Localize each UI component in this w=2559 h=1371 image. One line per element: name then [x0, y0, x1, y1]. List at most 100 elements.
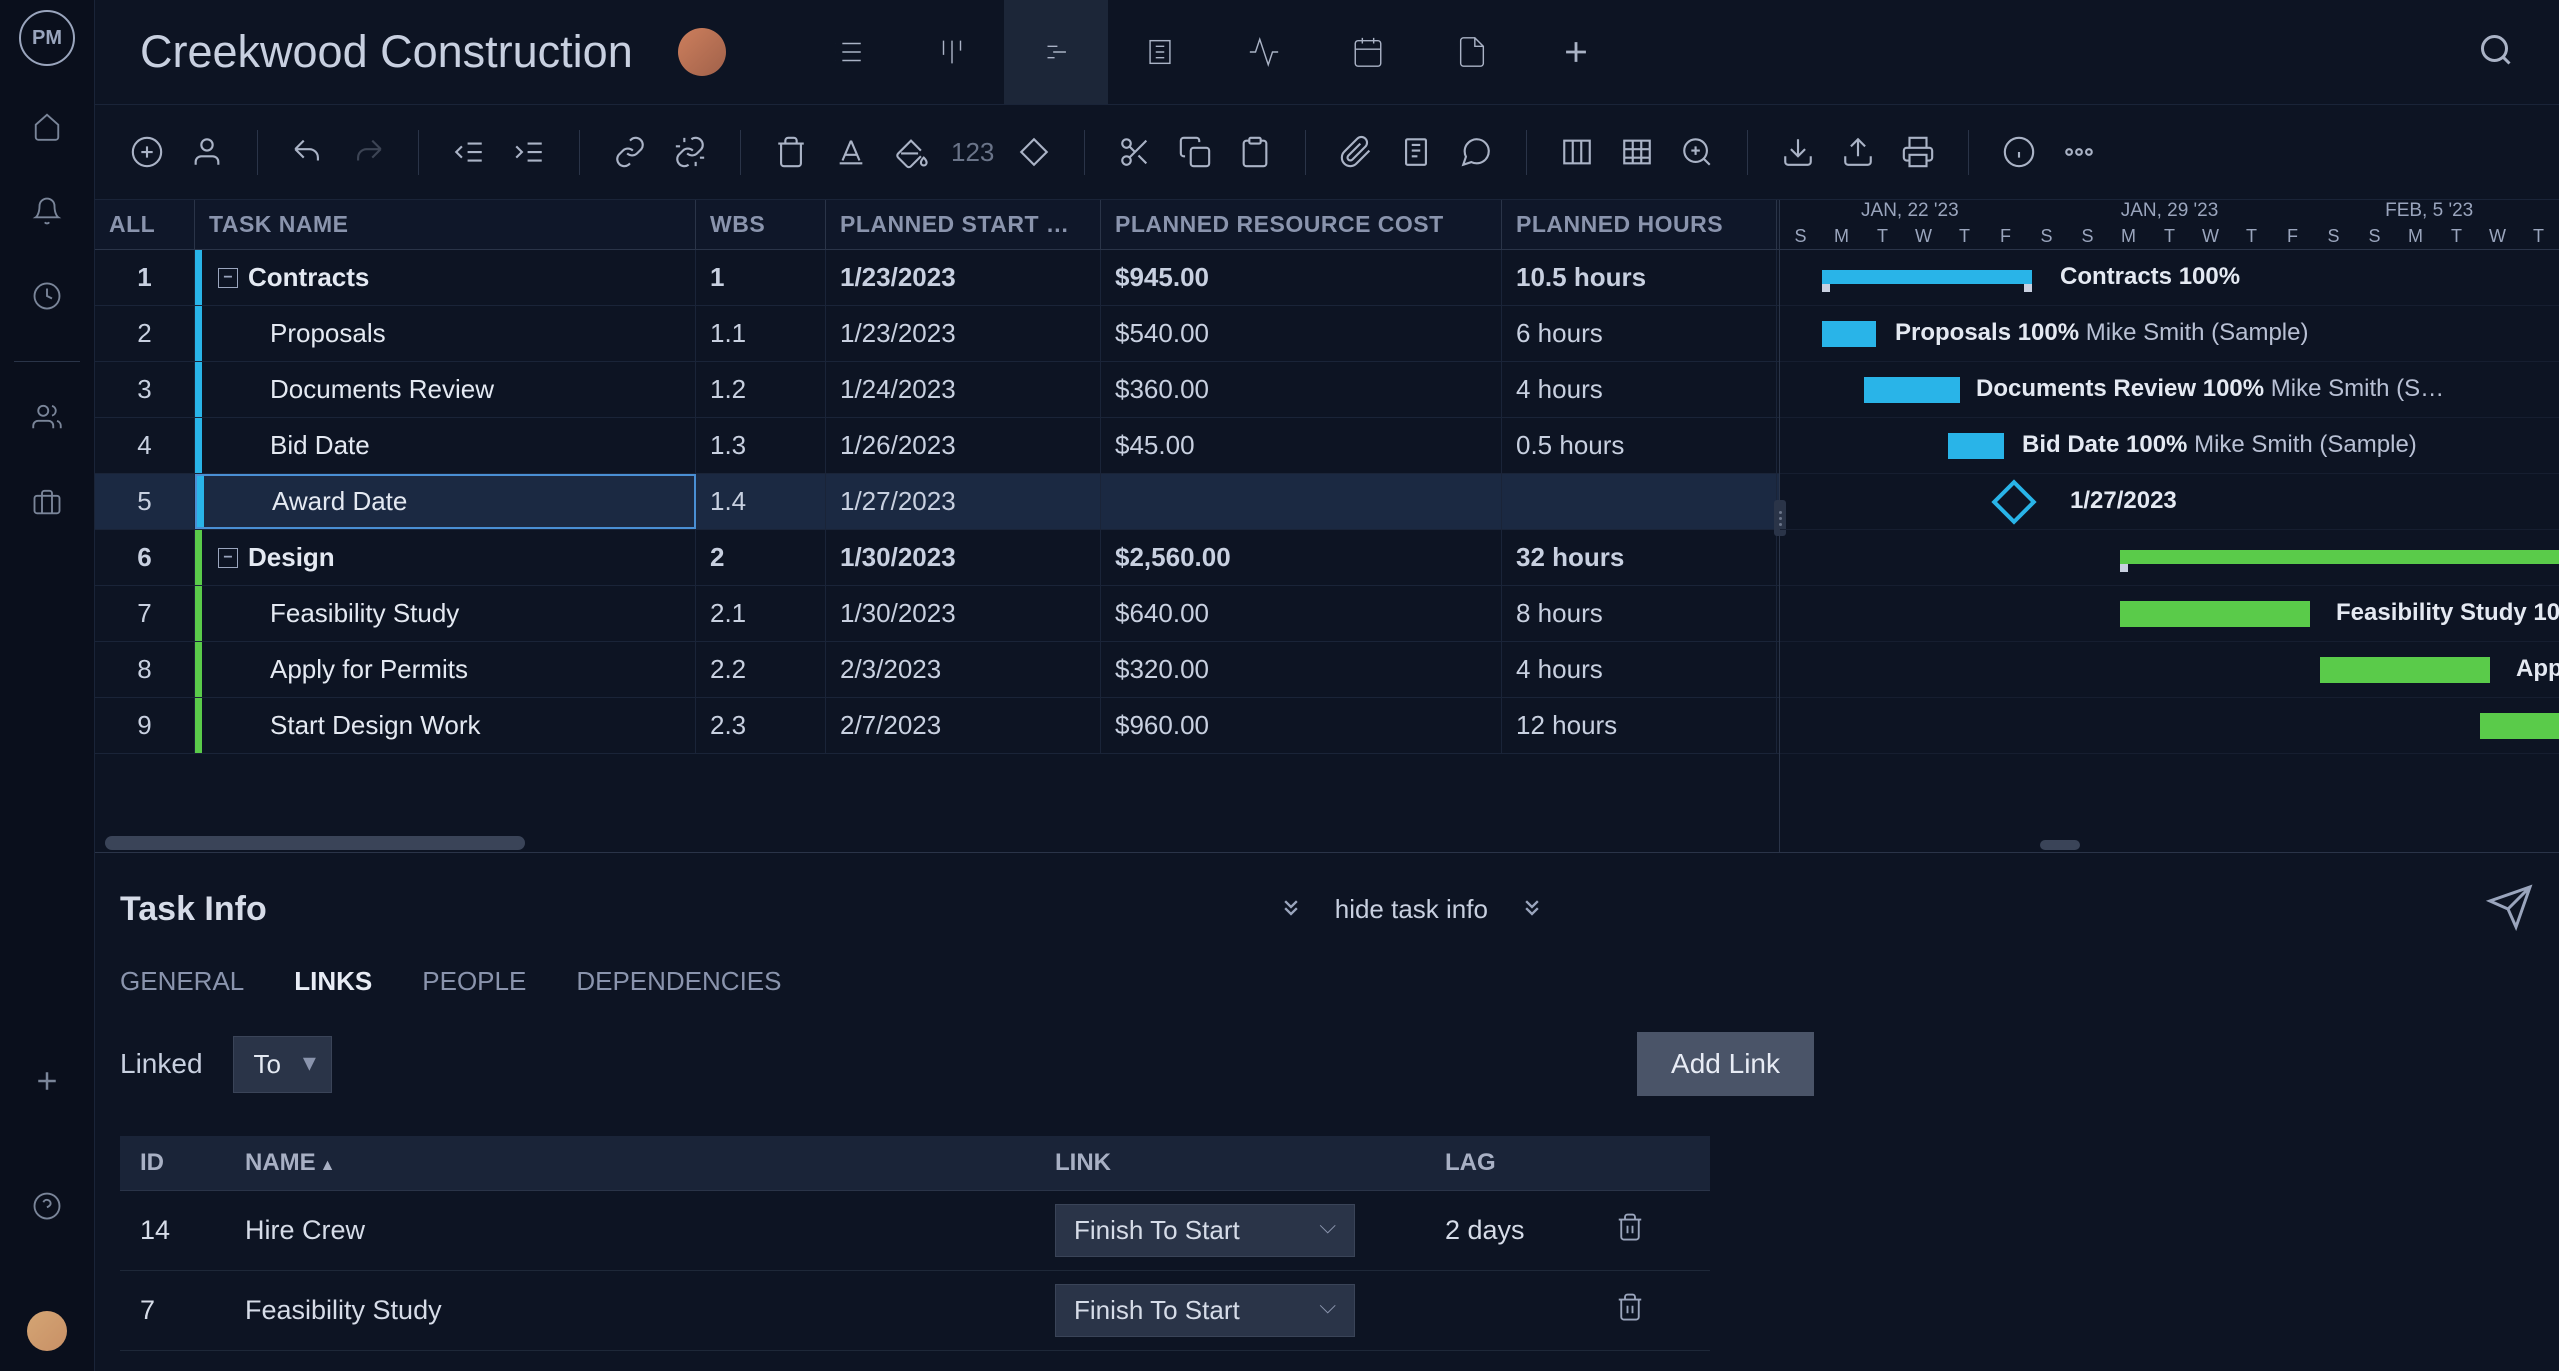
- collapse-icon[interactable]: −: [218, 548, 238, 568]
- chevron-down-left-icon[interactable]: [1277, 893, 1305, 926]
- gantt-bar[interactable]: [2120, 550, 2559, 564]
- gantt-bar[interactable]: [2320, 657, 2490, 683]
- table-row[interactable]: 4Bid Date1.31/26/2023$45.000.5 hours: [95, 418, 1779, 474]
- wbs-cell[interactable]: 1.1: [696, 306, 826, 361]
- link-type-dropdown[interactable]: Finish To Start: [1055, 1284, 1355, 1337]
- view-board-icon[interactable]: [900, 0, 1004, 104]
- table-row[interactable]: 1−Contracts11/23/2023$945.0010.5 hours: [95, 250, 1779, 306]
- cut-icon[interactable]: [1115, 132, 1155, 172]
- start-cell[interactable]: 1/24/2023: [826, 362, 1101, 417]
- hours-cell[interactable]: 32 hours: [1502, 530, 1777, 585]
- view-calendar-icon[interactable]: [1316, 0, 1420, 104]
- table-row[interactable]: 5Award Date1.41/27/2023: [95, 474, 1779, 530]
- start-cell[interactable]: 2/3/2023: [826, 642, 1101, 697]
- paste-icon[interactable]: [1235, 132, 1275, 172]
- view-file-icon[interactable]: [1420, 0, 1524, 104]
- wbs-cell[interactable]: 1.3: [696, 418, 826, 473]
- start-cell[interactable]: 1/30/2023: [826, 530, 1101, 585]
- gantt-bar[interactable]: [1948, 433, 2004, 459]
- tab-dependencies[interactable]: DEPENDENCIES: [576, 966, 781, 997]
- cost-cell[interactable]: $45.00: [1101, 418, 1502, 473]
- indent-icon[interactable]: [509, 132, 549, 172]
- table-row[interactable]: 3Documents Review1.21/24/2023$360.004 ho…: [95, 362, 1779, 418]
- cost-cell[interactable]: $360.00: [1101, 362, 1502, 417]
- cost-cell[interactable]: $640.00: [1101, 586, 1502, 641]
- collapse-icon[interactable]: −: [218, 268, 238, 288]
- task-name-cell[interactable]: Proposals: [195, 306, 696, 361]
- hours-cell[interactable]: 12 hours: [1502, 698, 1777, 753]
- start-cell[interactable]: 2/7/2023: [826, 698, 1101, 753]
- comment-icon[interactable]: [1456, 132, 1496, 172]
- copy-icon[interactable]: [1175, 132, 1215, 172]
- link-lag[interactable]: 2 days: [1445, 1215, 1615, 1246]
- import-icon[interactable]: [1778, 132, 1818, 172]
- tab-people[interactable]: PEOPLE: [422, 966, 526, 997]
- milestone-marker[interactable]: [1991, 479, 2036, 524]
- milestone-icon[interactable]: [1014, 132, 1054, 172]
- link-type-dropdown[interactable]: Finish To Start: [1055, 1204, 1355, 1257]
- start-cell[interactable]: 1/23/2023: [826, 250, 1101, 305]
- wbs-cell[interactable]: 1.4: [696, 474, 826, 529]
- task-name-cell[interactable]: Feasibility Study: [195, 586, 696, 641]
- cost-cell[interactable]: [1101, 474, 1502, 529]
- task-name-cell[interactable]: Start Design Work: [195, 698, 696, 753]
- hours-cell[interactable]: [1502, 474, 1777, 529]
- briefcase-icon[interactable]: [27, 482, 67, 522]
- project-avatar[interactable]: [678, 28, 726, 76]
- cost-cell[interactable]: $960.00: [1101, 698, 1502, 753]
- wbs-cell[interactable]: 2.3: [696, 698, 826, 753]
- col-planned-start[interactable]: PLANNED START …: [826, 200, 1101, 249]
- chevron-down-right-icon[interactable]: [1518, 893, 1546, 926]
- task-name-cell[interactable]: −Contracts: [195, 250, 696, 305]
- view-activity-icon[interactable]: [1212, 0, 1316, 104]
- app-logo[interactable]: PM: [19, 10, 75, 66]
- start-cell[interactable]: 1/26/2023: [826, 418, 1101, 473]
- link-icon[interactable]: [610, 132, 650, 172]
- cost-cell[interactable]: $540.00: [1101, 306, 1502, 361]
- people-icon[interactable]: [27, 397, 67, 437]
- help-icon[interactable]: [27, 1186, 67, 1226]
- unlink-icon[interactable]: [670, 132, 710, 172]
- more-icon[interactable]: [2059, 132, 2099, 172]
- cost-cell[interactable]: $945.00: [1101, 250, 1502, 305]
- view-sheet-icon[interactable]: [1108, 0, 1212, 104]
- send-icon[interactable]: [2486, 883, 2534, 936]
- wbs-cell[interactable]: 2.1: [696, 586, 826, 641]
- wbs-cell[interactable]: 2.2: [696, 642, 826, 697]
- col-wbs[interactable]: WBS: [696, 200, 826, 249]
- view-gantt-icon[interactable]: [1004, 0, 1108, 104]
- hide-task-info[interactable]: hide task info: [1335, 894, 1488, 925]
- cost-cell[interactable]: $320.00: [1101, 642, 1502, 697]
- clock-icon[interactable]: [27, 276, 67, 316]
- info-icon[interactable]: [1999, 132, 2039, 172]
- col-planned-hours[interactable]: PLANNED HOURS: [1502, 200, 1777, 249]
- delete-icon[interactable]: [771, 132, 811, 172]
- start-cell[interactable]: 1/27/2023: [826, 474, 1101, 529]
- tab-links[interactable]: LINKS: [294, 966, 372, 997]
- hours-cell[interactable]: 0.5 hours: [1502, 418, 1777, 473]
- gantt-bar[interactable]: [2480, 713, 2559, 739]
- view-list-icon[interactable]: [796, 0, 900, 104]
- grid-icon[interactable]: [1617, 132, 1657, 172]
- outdent-icon[interactable]: [449, 132, 489, 172]
- export-icon[interactable]: [1838, 132, 1878, 172]
- gantt-bar[interactable]: [2120, 601, 2310, 627]
- hours-cell[interactable]: 6 hours: [1502, 306, 1777, 361]
- wbs-cell[interactable]: 2: [696, 530, 826, 585]
- undo-icon[interactable]: [288, 132, 328, 172]
- hours-cell[interactable]: 10.5 hours: [1502, 250, 1777, 305]
- assign-icon[interactable]: [187, 132, 227, 172]
- user-avatar[interactable]: [27, 1311, 67, 1351]
- note-icon[interactable]: [1396, 132, 1436, 172]
- attachment-icon[interactable]: [1336, 132, 1376, 172]
- links-col-lag[interactable]: LAG: [1445, 1149, 1615, 1177]
- table-row[interactable]: 7Feasibility Study2.11/30/2023$640.008 h…: [95, 586, 1779, 642]
- bell-icon[interactable]: [27, 191, 67, 231]
- task-name-cell[interactable]: Bid Date: [195, 418, 696, 473]
- print-icon[interactable]: [1898, 132, 1938, 172]
- delete-link-icon[interactable]: [1615, 1212, 1705, 1249]
- gantt-scrollbar[interactable]: [1780, 838, 2559, 852]
- view-add-icon[interactable]: [1524, 0, 1628, 104]
- zoom-icon[interactable]: [1677, 132, 1717, 172]
- links-col-link[interactable]: LINK: [1055, 1149, 1445, 1177]
